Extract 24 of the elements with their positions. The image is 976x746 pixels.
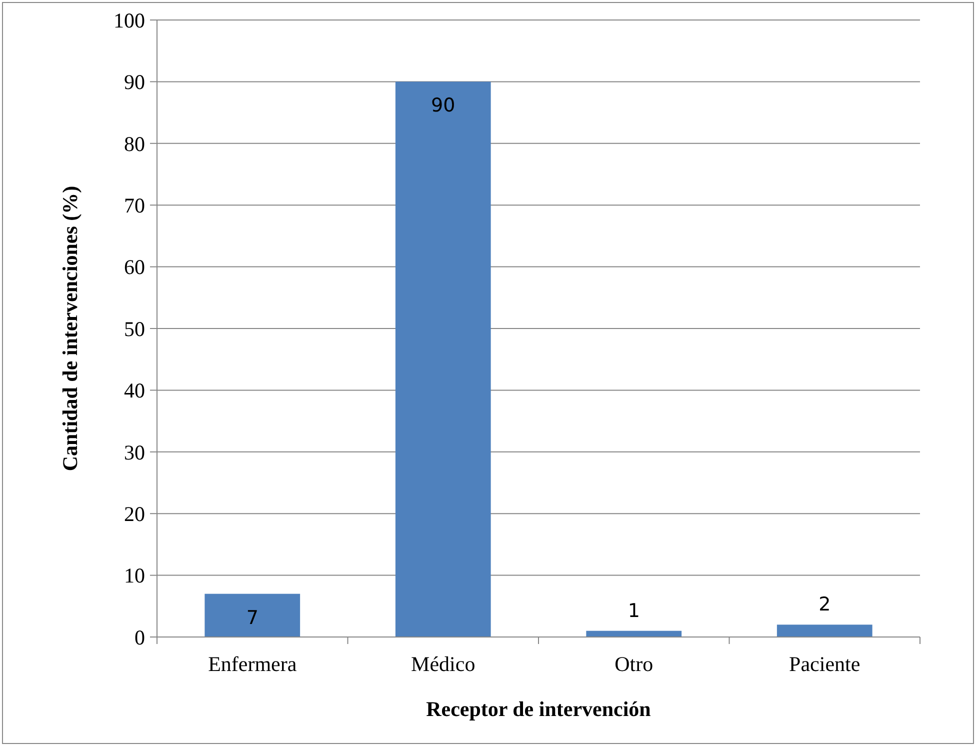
y-tick-label: 20 — [124, 502, 145, 526]
x-tick-label: Paciente — [789, 652, 860, 676]
data-label: 2 — [818, 594, 831, 616]
x-axis-title: Receptor de intervención — [426, 697, 652, 721]
data-label: 1 — [628, 600, 640, 622]
y-tick-label: 100 — [114, 8, 145, 32]
bar — [204, 594, 300, 637]
y-tick-label: 80 — [124, 132, 145, 156]
y-tick-label: 60 — [124, 255, 145, 280]
y-tick-label: 30 — [124, 440, 145, 464]
x-tick-label: Enfermera — [208, 652, 298, 676]
y-tick-label: 40 — [124, 378, 145, 403]
x-tick-label: Otro — [614, 652, 654, 676]
y-tick-label: 90 — [124, 70, 145, 94]
data-label: 90 — [431, 94, 456, 117]
data-label: 7 — [246, 606, 258, 629]
x-tick-label: Médico — [411, 652, 476, 676]
y-tick-label: 10 — [124, 564, 145, 588]
bar — [776, 624, 872, 637]
y-tick-label: 50 — [124, 316, 145, 341]
y-axis-title: Cantidad de intervenciones (%) — [58, 186, 82, 472]
y-tick-label: 70 — [124, 193, 145, 218]
y-tick-label: 0 — [134, 625, 145, 650]
bar — [395, 82, 491, 637]
